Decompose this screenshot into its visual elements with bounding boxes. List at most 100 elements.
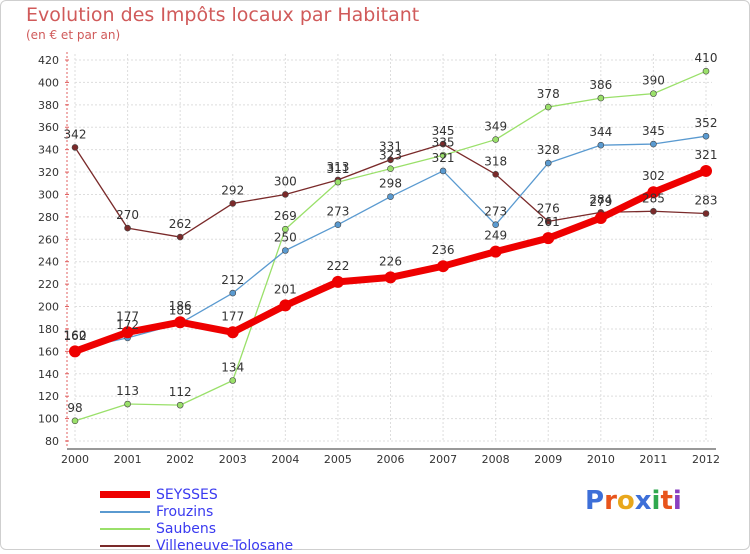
data-label: 185 bbox=[169, 303, 192, 317]
data-point bbox=[176, 401, 184, 409]
data-point bbox=[282, 225, 289, 233]
data-point bbox=[279, 299, 292, 312]
x-tick-label: 2011 bbox=[639, 453, 667, 466]
data-label: 249 bbox=[484, 229, 507, 243]
data-label: 300 bbox=[274, 174, 297, 188]
data-point bbox=[71, 144, 79, 151]
data-label: 113 bbox=[116, 384, 139, 398]
axes bbox=[66, 52, 716, 450]
data-label: 378 bbox=[537, 87, 560, 101]
data-label: 276 bbox=[537, 201, 560, 215]
y-tick-label: 300 bbox=[38, 188, 59, 201]
legend-swatch bbox=[100, 510, 150, 513]
data-point bbox=[282, 191, 289, 198]
data-label: 410 bbox=[695, 51, 718, 65]
data-label: 201 bbox=[274, 282, 297, 296]
data-point bbox=[71, 417, 79, 425]
x-tick-label: 2007 bbox=[429, 453, 457, 466]
data-point bbox=[544, 218, 552, 225]
grid-lines bbox=[74, 54, 712, 442]
legend-label: Frouzins bbox=[156, 503, 214, 520]
x-axis-ticks: 2000 2001 2002 2003 2004 2005 2006 2007 2008 2009… bbox=[61, 453, 720, 466]
legend-swatch bbox=[100, 491, 150, 498]
x-tick-label: 2005 bbox=[324, 453, 352, 466]
y-tick-label: 80 bbox=[45, 435, 59, 448]
data-label: 328 bbox=[537, 143, 560, 157]
data-point bbox=[334, 178, 342, 186]
data-label: 321 bbox=[432, 151, 455, 165]
data-label: 283 bbox=[695, 194, 718, 208]
data-point bbox=[387, 193, 394, 201]
y-tick-label: 200 bbox=[38, 301, 59, 314]
data-point bbox=[439, 151, 447, 159]
x-tick-label: 2008 bbox=[482, 453, 510, 466]
x-tick-label: 2006 bbox=[377, 453, 405, 466]
x-tick-label: 2009 bbox=[534, 453, 562, 466]
data-label: 313 bbox=[326, 160, 349, 174]
data-point bbox=[650, 140, 657, 148]
data-point bbox=[229, 200, 237, 207]
y-tick-label: 220 bbox=[38, 278, 59, 291]
data-label: 273 bbox=[326, 205, 349, 219]
data-label: 226 bbox=[379, 254, 402, 268]
legend-item: Frouzins bbox=[100, 503, 293, 520]
x-tick-label: 2000 bbox=[61, 453, 89, 466]
legend-label: SEYSSES bbox=[156, 486, 218, 503]
data-label: 321 bbox=[695, 148, 718, 162]
data-point bbox=[544, 103, 552, 111]
data-label: 342 bbox=[64, 127, 87, 141]
data-point bbox=[702, 132, 710, 140]
chart-title: Evolution des Impôts locaux par Habitant bbox=[26, 4, 420, 26]
data-label: 335 bbox=[432, 135, 455, 149]
legend-swatch bbox=[100, 527, 150, 530]
y-tick-label: 180 bbox=[38, 323, 59, 336]
y-tick-label: 420 bbox=[38, 54, 59, 67]
data-label: 345 bbox=[642, 124, 665, 138]
data-point bbox=[492, 221, 499, 229]
data-label: 134 bbox=[221, 360, 244, 374]
logo-letter: P bbox=[585, 486, 605, 516]
data-label: 345 bbox=[432, 124, 455, 138]
data-point bbox=[544, 159, 552, 167]
data-label: 186 bbox=[169, 299, 192, 313]
data-label: 302 bbox=[642, 169, 665, 183]
logo-letter: t bbox=[660, 486, 673, 516]
data-point bbox=[174, 316, 187, 329]
data-label: 318 bbox=[484, 154, 507, 168]
x-tick-label: 2010 bbox=[587, 453, 615, 466]
data-label: 323 bbox=[379, 149, 402, 163]
legend-item: Saubens bbox=[100, 520, 293, 537]
series-lines bbox=[69, 67, 712, 425]
y-tick-label: 380 bbox=[38, 99, 59, 112]
data-point bbox=[124, 400, 131, 408]
data-label: 270 bbox=[116, 208, 139, 222]
x-tick-label: 2004 bbox=[271, 453, 299, 466]
data-label: 349 bbox=[484, 120, 507, 134]
legend-item: Villeneuve-Tolosane bbox=[100, 537, 293, 554]
x-tick-label: 2012 bbox=[692, 453, 720, 466]
logo-letter: o bbox=[616, 486, 635, 516]
data-labels: 342 270 262 292 300 313 331 345 318 276 284 285 283 9… bbox=[64, 51, 718, 415]
data-label: 98 bbox=[67, 401, 82, 415]
data-label: 162 bbox=[64, 329, 87, 343]
y-tick-label: 260 bbox=[38, 233, 59, 246]
data-point bbox=[176, 233, 184, 241]
legend-swatch bbox=[100, 544, 150, 547]
logo-letter: x bbox=[634, 486, 652, 516]
line-chart: 80 100 120 140 160 180 200 220 240 260 280 300 320 34… bbox=[38, 51, 720, 466]
data-point bbox=[492, 136, 499, 143]
logo-letter: i bbox=[651, 486, 661, 516]
chart-subtitle: (en € et par an) bbox=[26, 28, 121, 42]
y-tick-label: 400 bbox=[38, 76, 59, 89]
y-tick-label: 120 bbox=[38, 390, 59, 403]
data-label: 112 bbox=[169, 385, 192, 399]
data-label: 331 bbox=[379, 140, 402, 154]
data-label: 222 bbox=[326, 259, 349, 273]
y-tick-label: 360 bbox=[38, 121, 59, 134]
legend-label: Saubens bbox=[156, 520, 217, 537]
data-point bbox=[387, 165, 394, 172]
data-label: 212 bbox=[221, 273, 244, 287]
data-label: 311 bbox=[326, 162, 349, 176]
data-label: 250 bbox=[274, 231, 297, 245]
